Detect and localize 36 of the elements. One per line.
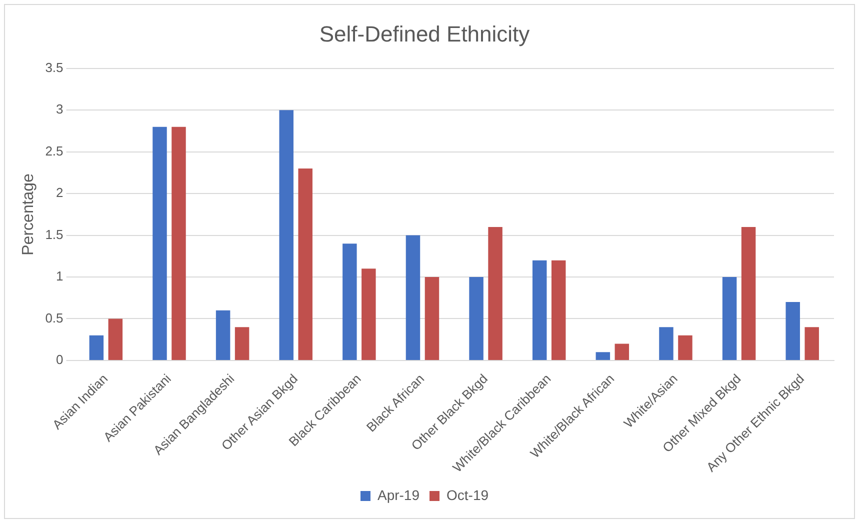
- bar: [786, 302, 800, 360]
- bar: [89, 335, 104, 360]
- legend-label: Oct-19: [446, 486, 489, 503]
- bar: [804, 327, 819, 360]
- y-tick-label: 0.5: [45, 310, 64, 326]
- bar: [216, 310, 230, 360]
- y-tick-label: 1.5: [45, 226, 64, 242]
- bar: [342, 244, 357, 360]
- y-axis-title: Percentage: [20, 173, 38, 256]
- chart-title: Self-Defined Ethnicity: [319, 21, 530, 46]
- bar: [678, 335, 692, 360]
- y-tick-label: 2: [56, 185, 64, 200]
- bar: [488, 226, 502, 360]
- bar: [614, 344, 630, 360]
- y-tick-label: 2.5: [45, 143, 64, 158]
- bar: [741, 226, 756, 360]
- bar: [469, 277, 484, 360]
- bar: [424, 277, 440, 360]
- bar: [172, 126, 186, 360]
- bar: [108, 318, 123, 360]
- y-tick-label: 1: [56, 268, 64, 284]
- bar: [279, 110, 294, 360]
- legend-label: Apr-19: [377, 486, 420, 503]
- bar: [298, 168, 312, 360]
- bar: [596, 352, 610, 360]
- bar: [152, 126, 167, 360]
- bar: [362, 268, 376, 360]
- y-tick-label: 3.5: [45, 60, 64, 75]
- bar: [551, 260, 566, 360]
- y-tick-label: 0: [56, 352, 64, 368]
- bar: [722, 277, 737, 360]
- bar: [234, 327, 250, 360]
- bar: [532, 260, 547, 360]
- y-tick-label: 3: [56, 102, 64, 117]
- bar: [406, 235, 420, 360]
- bar: [659, 327, 674, 360]
